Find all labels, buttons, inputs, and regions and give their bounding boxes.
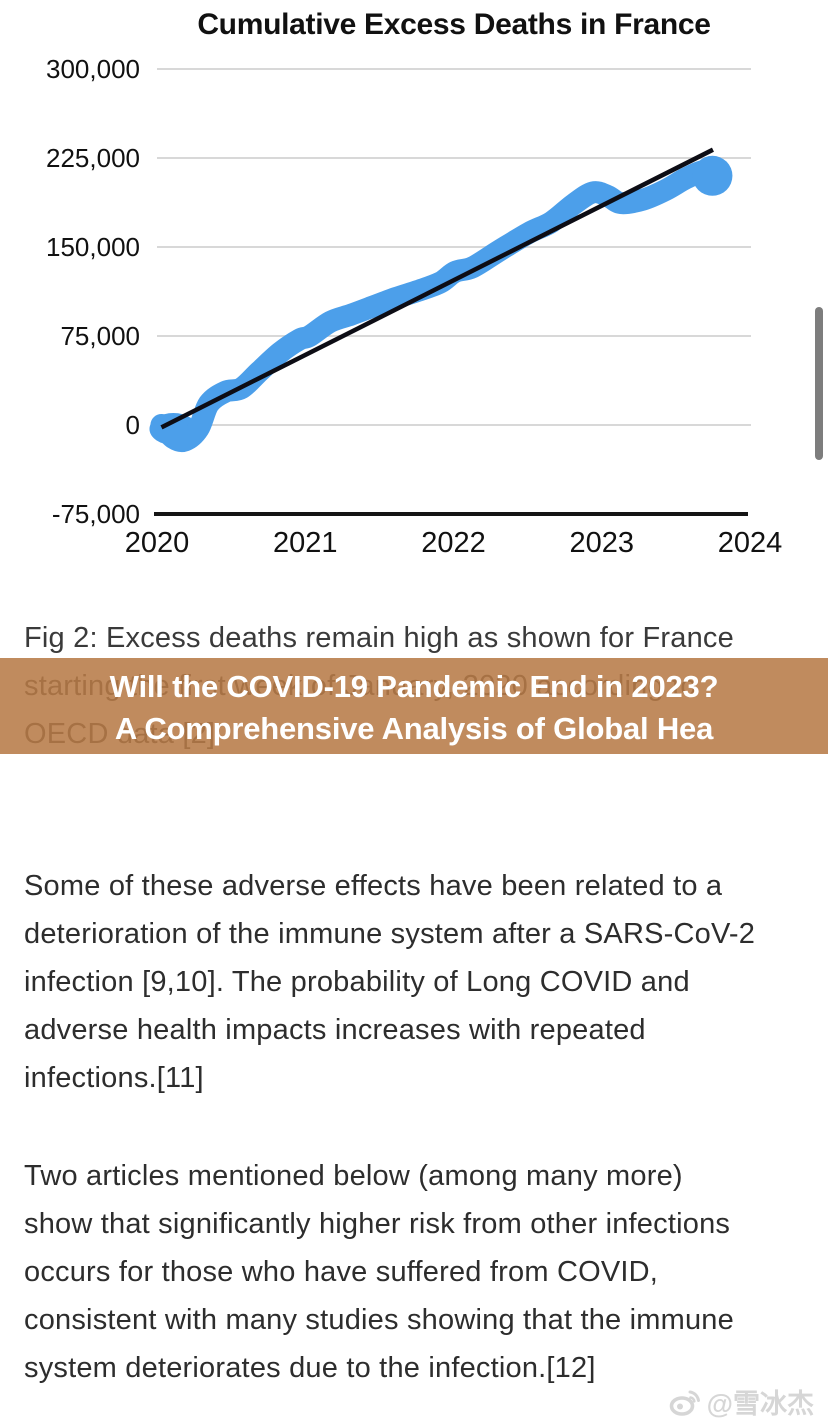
x-tick-label: 2021 [273,527,338,559]
x-tick-label: 2024 [718,527,783,559]
body-line: Some of these adverse effects have been … [24,870,723,902]
weibo-watermark: @雪冰杰 [669,1382,814,1421]
banner-title-line: A Comprehensive Analysis of Global Hea [114,711,714,746]
body-line: system deteriorates due to the infection… [24,1352,596,1384]
body-line: show that significantly higher risk from… [24,1208,731,1240]
chart-gridlines [154,68,751,516]
body-line: Two articles mentioned below (among many… [24,1160,683,1192]
body-line: deterioration of the immune system after… [24,918,756,950]
y-tick-label: 300,000 [46,54,140,84]
y-tick-label: 0 [126,410,140,440]
body-line: infection [9,10]. The probability of Lon… [24,966,690,998]
y-tick-label: 150,000 [46,232,140,262]
y-tick-label: 225,000 [46,143,140,173]
weibo-icon [669,1387,703,1417]
x-axis-labels: 2020 2021 2022 2023 2024 [125,527,783,559]
caption-line: Fig 2: Excess deaths remain high as show… [24,622,734,654]
y-axis-labels: 300,000 225,000 150,000 75,000 0 -75,000 [46,54,140,529]
y-tick-label: 75,000 [60,321,140,351]
chart-title: Cumulative Excess Deaths in France [197,8,711,41]
x-tick-label: 2023 [569,527,634,559]
body-line: consistent with many studies showing tha… [24,1304,734,1336]
x-tick-label: 2020 [125,527,190,559]
banner-title-line: Will the COVID-19 Pandemic End in 2023? [109,669,719,704]
watermark-handle: @雪冰杰 [706,1389,814,1419]
trend-line [160,147,714,430]
body-line: infections.[11] [24,1062,204,1094]
article-title-banner[interactable]: Will the COVID-19 Pandemic End in 2023? … [0,658,828,754]
paragraph-two-articles: Two articles mentioned below (among many… [24,1152,814,1392]
body-line: occurs for those who have suffered from … [24,1256,659,1288]
y-tick-label: -75,000 [52,499,140,529]
excess-deaths-band [150,160,726,453]
x-tick-label: 2022 [421,527,486,559]
paragraph-immune-effects: Some of these adverse effects have been … [24,862,814,1102]
body-line: adverse health impacts increases with re… [24,1014,646,1046]
scrollbar-thumb[interactable] [815,307,823,460]
band-end-blob [692,155,733,196]
